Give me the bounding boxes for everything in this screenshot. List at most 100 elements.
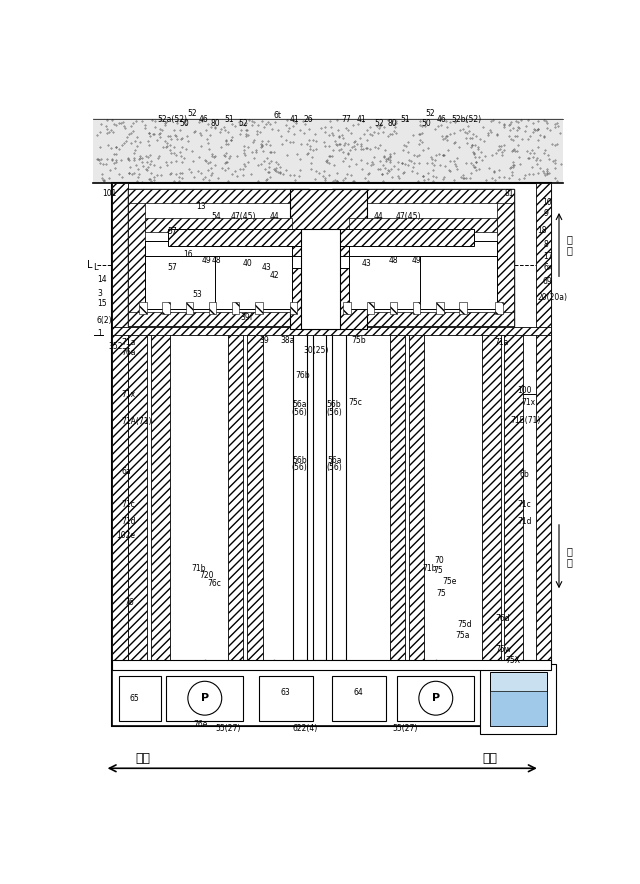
- Point: [216, 122, 226, 136]
- Point: [150, 120, 160, 134]
- Point: [465, 171, 475, 185]
- Point: [470, 150, 480, 164]
- Point: [144, 126, 154, 140]
- Point: [276, 129, 286, 143]
- Point: [341, 121, 351, 135]
- Point: [461, 126, 472, 140]
- Point: [356, 153, 366, 167]
- Point: [239, 146, 249, 160]
- Text: 48: 48: [388, 255, 398, 264]
- Point: [196, 113, 207, 127]
- Point: [196, 139, 206, 153]
- Point: [376, 166, 387, 180]
- Point: [401, 112, 412, 126]
- Point: [172, 132, 182, 146]
- Point: [338, 144, 348, 158]
- Point: [236, 124, 246, 138]
- Point: [441, 114, 451, 128]
- Point: [384, 164, 394, 178]
- Point: [434, 147, 444, 161]
- Point: [471, 164, 481, 178]
- Text: 56a: 56a: [292, 400, 307, 409]
- Point: [342, 167, 352, 181]
- Point: [319, 172, 330, 187]
- Point: [271, 164, 281, 178]
- Point: [116, 116, 126, 130]
- Bar: [289, 302, 297, 314]
- Point: [163, 129, 173, 143]
- Text: 51: 51: [225, 116, 234, 125]
- Point: [310, 127, 320, 141]
- Point: [146, 154, 156, 168]
- Point: [284, 121, 294, 135]
- Point: [179, 150, 189, 164]
- Text: 49: 49: [202, 255, 211, 264]
- Point: [131, 158, 141, 172]
- Point: [455, 124, 465, 138]
- Point: [111, 141, 122, 155]
- Point: [238, 168, 248, 182]
- Point: [328, 142, 339, 156]
- Point: [235, 127, 245, 141]
- Point: [419, 172, 429, 187]
- Point: [529, 122, 539, 136]
- Point: [137, 114, 147, 128]
- Point: [155, 160, 165, 174]
- Point: [114, 142, 124, 156]
- Point: [550, 161, 560, 175]
- Point: [375, 138, 385, 152]
- Point: [508, 156, 518, 170]
- Point: [366, 158, 376, 172]
- Point: [430, 153, 440, 167]
- Point: [161, 141, 171, 155]
- Point: [464, 124, 474, 138]
- Text: 46: 46: [198, 116, 208, 125]
- Point: [415, 133, 425, 148]
- Point: [175, 166, 185, 180]
- Point: [383, 164, 393, 178]
- Point: [101, 113, 111, 127]
- Point: [127, 124, 138, 138]
- Point: [251, 143, 261, 157]
- Point: [474, 162, 484, 176]
- Point: [547, 136, 557, 150]
- Point: [515, 156, 525, 171]
- Point: [533, 122, 543, 136]
- Bar: [490, 672, 547, 726]
- Text: 65: 65: [129, 695, 139, 704]
- Text: 43: 43: [362, 259, 371, 269]
- Text: (56): (56): [326, 408, 342, 417]
- Point: [333, 129, 344, 143]
- Point: [499, 142, 509, 156]
- Point: [183, 133, 193, 148]
- Point: [436, 129, 447, 143]
- Text: 71b: 71b: [422, 564, 437, 573]
- Point: [362, 133, 372, 147]
- Point: [383, 129, 393, 143]
- Text: L: L: [87, 261, 92, 271]
- Point: [456, 170, 466, 184]
- Point: [149, 126, 159, 141]
- Text: 352: 352: [109, 342, 123, 351]
- Text: 52: 52: [239, 118, 248, 127]
- Point: [499, 139, 509, 153]
- Point: [399, 138, 409, 152]
- Point: [324, 149, 335, 163]
- Point: [473, 141, 483, 156]
- Point: [380, 154, 390, 168]
- Point: [330, 133, 340, 148]
- Point: [449, 156, 460, 171]
- Point: [125, 160, 135, 174]
- Point: [504, 171, 514, 186]
- Point: [492, 127, 502, 141]
- Point: [507, 168, 517, 182]
- Point: [210, 149, 220, 164]
- Point: [98, 157, 108, 171]
- Point: [170, 148, 180, 162]
- Point: [508, 133, 518, 148]
- Point: [166, 155, 176, 169]
- Point: [418, 169, 428, 183]
- Text: 38a: 38a: [281, 337, 295, 346]
- Text: 71d: 71d: [122, 517, 136, 526]
- Point: [170, 146, 180, 160]
